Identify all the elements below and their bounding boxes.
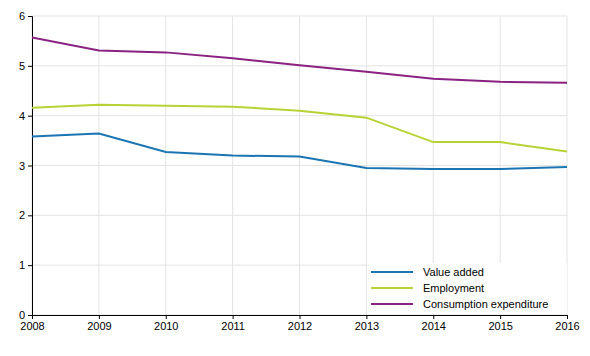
tick: 3: [19, 160, 32, 172]
tick-label: 3: [19, 160, 25, 172]
tick: 2016: [555, 315, 579, 332]
tick-mark: [500, 315, 501, 319]
axis-line: [28, 17, 33, 316]
tick-label: 2009: [87, 320, 111, 332]
tick-label: 2011: [221, 320, 245, 332]
y-axis: 0 1 2 3 4 5 6: [19, 10, 33, 321]
tick-label: 2016: [555, 320, 579, 332]
tick-mark: [28, 265, 32, 266]
tick-mark: [99, 315, 100, 319]
series-line: [32, 37, 567, 82]
tick: 2013: [355, 315, 379, 332]
legend-swatch: [371, 303, 413, 305]
tick-label: 2010: [154, 320, 178, 332]
tick-label: 2013: [355, 320, 379, 332]
tick-mark: [433, 315, 434, 319]
tick: 2009: [87, 315, 111, 332]
tick: 2: [19, 209, 32, 221]
tick: 2014: [422, 315, 446, 332]
tick-mark: [28, 16, 32, 17]
tick-mark: [300, 315, 301, 319]
tick-label: 2008: [20, 320, 44, 332]
tick-label: 1: [19, 259, 25, 271]
tick-label: 0: [19, 309, 25, 321]
grid-line: [32, 215, 567, 216]
tick-mark: [28, 215, 32, 216]
tick-mark: [567, 315, 568, 319]
legend: Value added Employment Consumption expendi…: [367, 263, 567, 313]
tick-mark: [28, 166, 32, 167]
tick: 6: [19, 10, 32, 22]
series-line: [32, 105, 567, 152]
series-line: [32, 134, 567, 169]
tick-label: 2015: [488, 320, 512, 332]
axis-line: [33, 316, 568, 320]
legend-label: Employment: [423, 282, 484, 294]
tick: 0: [19, 309, 32, 321]
tick: 1: [19, 259, 32, 271]
tick-mark: [28, 315, 32, 316]
tick-mark: [28, 66, 32, 67]
tick: 2015: [488, 315, 512, 332]
grid: [32, 16, 567, 315]
chart: 2008 2009 2010 2011 2012 2013 2014 2015 2016 0 1 2 3…: [0, 0, 590, 356]
grid-line: [32, 115, 567, 116]
grid-line: [32, 165, 567, 166]
legend-swatch: [371, 271, 413, 273]
grid-line: [32, 16, 567, 17]
tick-mark: [28, 116, 32, 117]
tick-mark: [233, 315, 234, 319]
legend-swatch: [371, 287, 413, 289]
tick-mark: [366, 315, 367, 319]
tick-label: 4: [19, 110, 25, 122]
tick: 2012: [288, 315, 312, 332]
legend-label: Consumption expenditure: [423, 298, 548, 310]
tick-label: 2: [19, 209, 25, 221]
tick-label: 5: [19, 60, 25, 72]
tick-mark: [166, 315, 167, 319]
tick: 4: [19, 110, 32, 122]
tick-label: 6: [19, 10, 25, 22]
legend-background: [367, 263, 567, 313]
tick-label: 2012: [288, 320, 312, 332]
tick: 2011: [221, 315, 245, 332]
tick: 5: [19, 60, 32, 72]
tick: 2010: [154, 315, 178, 332]
plot: 2008 2009 2010 2011 2012 2013 2014 2015 2016 0 1 2 3…: [19, 10, 580, 332]
x-axis: 2008 2009 2010 2011 2012 2013 2014 2015 2016: [20, 315, 579, 332]
legend-label: Value added: [423, 266, 484, 278]
tick-label: 2014: [422, 320, 446, 332]
lines: [32, 37, 567, 169]
